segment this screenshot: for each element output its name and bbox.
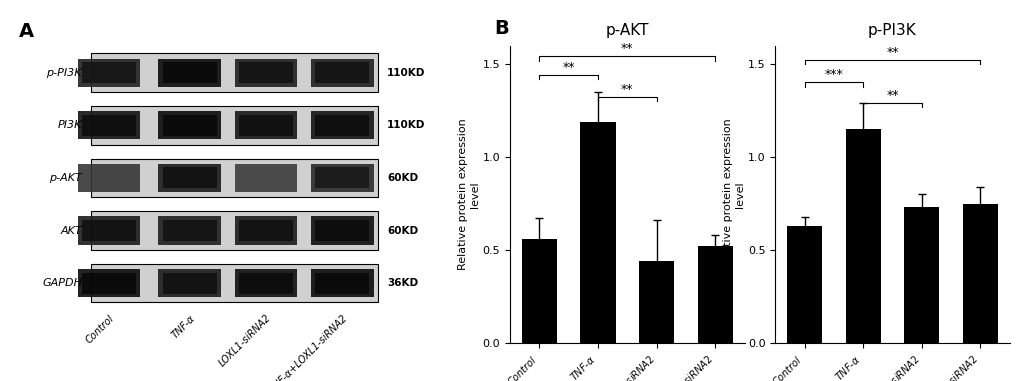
Bar [234,111,298,139]
Text: TNF-α: TNF-α [169,313,197,340]
Bar [697,246,732,343]
Bar [163,272,216,294]
Bar [91,53,378,92]
Bar [311,59,373,87]
Bar [234,164,298,192]
Bar [91,264,378,303]
Text: A: A [19,22,35,41]
Bar [77,59,141,87]
Bar [311,111,373,139]
Text: p-PI3K: p-PI3K [47,68,82,78]
Bar [311,164,373,192]
Text: 36KD: 36KD [387,278,418,288]
Bar [238,220,292,241]
Title: p-AKT: p-AKT [605,22,648,38]
Bar [82,115,136,136]
Bar [845,129,879,343]
Bar [234,216,298,245]
Text: Control: Control [84,313,116,345]
Bar [903,207,938,343]
Text: p-AKT: p-AKT [49,173,82,183]
Text: GAPDH: GAPDH [42,278,82,288]
Bar [163,62,216,83]
Title: p-PI3K: p-PI3K [867,22,916,38]
Y-axis label: Relative protein expression
level: Relative protein expression level [458,118,479,270]
Text: AKT: AKT [60,226,82,235]
Bar [163,115,216,136]
Text: **: ** [621,42,633,55]
Bar [315,115,369,136]
Bar [315,220,369,241]
Bar [77,216,141,245]
Bar [163,220,216,241]
Bar [158,59,221,87]
Bar [962,203,997,343]
Bar [238,115,292,136]
Bar [91,211,378,250]
Bar [315,167,369,189]
Bar [91,106,378,145]
Text: **: ** [621,83,633,96]
Text: PI3K: PI3K [58,120,82,130]
Bar [77,269,141,297]
Text: 110KD: 110KD [387,68,425,78]
Text: 60KD: 60KD [387,173,418,183]
Bar [311,269,373,297]
Text: **: ** [561,61,575,74]
Bar [82,272,136,294]
Bar [234,59,298,87]
Text: ***: *** [823,68,843,81]
Bar [315,62,369,83]
Text: TNF-α+LOXL1-siRNA2: TNF-α+LOXL1-siRNA2 [268,313,350,381]
Bar [522,239,556,343]
Bar [158,216,221,245]
Bar [91,158,378,197]
Bar [234,269,298,297]
Text: **: ** [886,46,898,59]
Bar [163,167,216,189]
Bar [238,62,292,83]
Text: LOXL1-siRNA2: LOXL1-siRNA2 [217,313,273,369]
Bar [77,111,141,139]
Bar [158,269,221,297]
Y-axis label: Relative protein expression
level: Relative protein expression level [722,118,744,270]
Bar [311,216,373,245]
Bar [580,122,614,343]
Bar [787,226,821,343]
Bar [82,220,136,241]
Text: 60KD: 60KD [387,226,418,235]
Bar [638,261,674,343]
Text: **: ** [886,89,898,102]
Text: 110KD: 110KD [387,120,425,130]
Bar [158,111,221,139]
Bar [82,62,136,83]
Bar [158,164,221,192]
Text: B: B [494,19,508,38]
Bar [315,272,369,294]
Bar [238,272,292,294]
Bar [77,164,141,192]
